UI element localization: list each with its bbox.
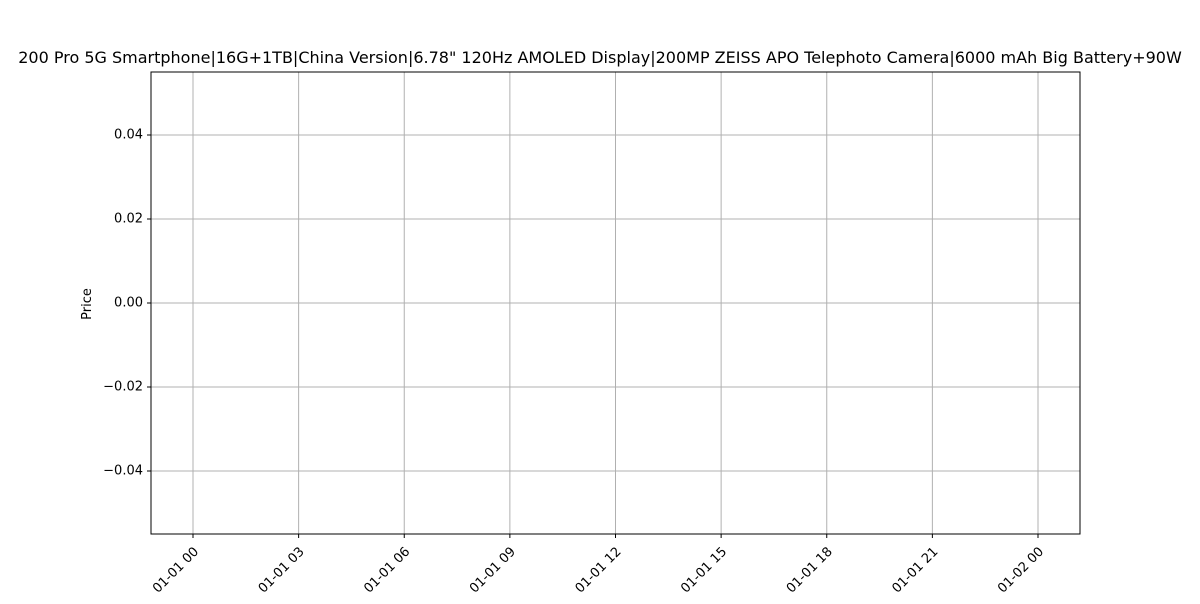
plot-frame [150, 71, 1081, 535]
y-axis-label: Price [80, 288, 95, 320]
chart-title: 200 Pro 5G Smartphone|16G+1TB|China Vers… [18, 48, 1182, 67]
y-tick-label: 0.00 [114, 296, 143, 311]
y-tick-label: −0.02 [103, 380, 143, 395]
grid [151, 72, 1080, 534]
y-tick-label: 0.04 [114, 128, 143, 143]
y-tick-label: −0.04 [103, 464, 143, 479]
y-tick-label: 0.02 [114, 212, 143, 227]
